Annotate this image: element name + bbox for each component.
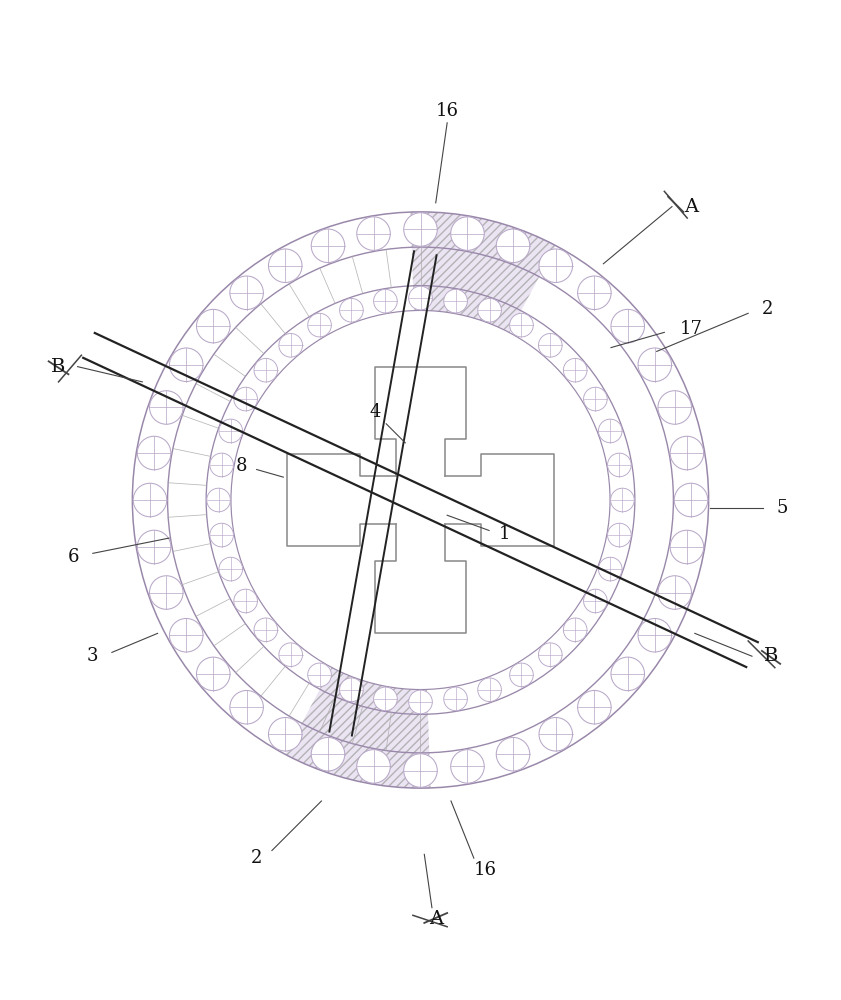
Text: A: A	[429, 910, 443, 928]
Circle shape	[658, 391, 691, 424]
Circle shape	[607, 523, 632, 547]
Text: 6: 6	[68, 548, 80, 566]
Circle shape	[279, 643, 303, 667]
Circle shape	[510, 313, 533, 337]
Circle shape	[538, 643, 562, 667]
Circle shape	[578, 276, 611, 310]
Circle shape	[197, 657, 230, 691]
Circle shape	[219, 557, 242, 581]
Text: 5: 5	[777, 499, 788, 517]
Circle shape	[584, 387, 607, 411]
Circle shape	[670, 436, 704, 470]
Text: A: A	[684, 198, 698, 216]
Circle shape	[340, 678, 363, 702]
Circle shape	[357, 217, 390, 250]
Circle shape	[311, 229, 345, 263]
Circle shape	[308, 663, 331, 687]
Circle shape	[584, 589, 607, 613]
Circle shape	[357, 750, 390, 783]
Text: B: B	[764, 647, 778, 665]
Circle shape	[496, 737, 530, 771]
Text: 1: 1	[499, 525, 510, 543]
Circle shape	[279, 333, 303, 357]
Circle shape	[373, 687, 397, 711]
Circle shape	[150, 576, 183, 609]
Circle shape	[234, 387, 257, 411]
Circle shape	[670, 530, 704, 564]
Circle shape	[611, 488, 634, 512]
Circle shape	[607, 453, 632, 477]
Circle shape	[234, 589, 257, 613]
Text: 16: 16	[473, 861, 497, 879]
Circle shape	[409, 690, 432, 714]
Circle shape	[169, 618, 203, 652]
Circle shape	[230, 276, 263, 310]
Wedge shape	[285, 667, 431, 788]
Circle shape	[254, 358, 278, 382]
Circle shape	[133, 483, 167, 517]
Circle shape	[539, 718, 573, 751]
Text: B: B	[51, 358, 66, 376]
Text: 4: 4	[369, 403, 380, 421]
Text: 16: 16	[436, 102, 458, 120]
Circle shape	[209, 523, 234, 547]
Text: 8: 8	[235, 457, 247, 475]
Circle shape	[451, 750, 484, 783]
Circle shape	[611, 309, 644, 343]
Circle shape	[444, 289, 468, 313]
Circle shape	[658, 576, 691, 609]
Circle shape	[409, 286, 432, 310]
Text: 2: 2	[762, 300, 773, 318]
Circle shape	[219, 419, 242, 443]
Circle shape	[538, 333, 562, 357]
Circle shape	[150, 391, 183, 424]
Wedge shape	[410, 212, 556, 333]
Circle shape	[674, 483, 708, 517]
Circle shape	[230, 690, 263, 724]
Circle shape	[268, 718, 302, 751]
Circle shape	[197, 309, 230, 343]
Circle shape	[599, 419, 622, 443]
Circle shape	[478, 298, 501, 322]
Circle shape	[599, 557, 622, 581]
Circle shape	[451, 217, 484, 250]
Circle shape	[404, 213, 437, 246]
Circle shape	[404, 754, 437, 787]
Text: 17: 17	[680, 320, 702, 338]
Text: 2: 2	[251, 849, 262, 867]
Circle shape	[478, 678, 501, 702]
Circle shape	[578, 690, 611, 724]
Circle shape	[207, 488, 230, 512]
Circle shape	[137, 436, 171, 470]
Circle shape	[563, 618, 587, 642]
Circle shape	[340, 298, 363, 322]
Circle shape	[611, 657, 644, 691]
Circle shape	[373, 289, 397, 313]
Circle shape	[496, 229, 530, 263]
Circle shape	[268, 249, 302, 282]
Circle shape	[510, 663, 533, 687]
Circle shape	[444, 687, 468, 711]
Circle shape	[539, 249, 573, 282]
Circle shape	[563, 358, 587, 382]
Circle shape	[638, 348, 672, 382]
Circle shape	[311, 737, 345, 771]
Circle shape	[137, 530, 171, 564]
Text: 3: 3	[87, 647, 98, 665]
Circle shape	[254, 618, 278, 642]
Circle shape	[209, 453, 234, 477]
Circle shape	[308, 313, 331, 337]
Circle shape	[169, 348, 203, 382]
Circle shape	[638, 618, 672, 652]
